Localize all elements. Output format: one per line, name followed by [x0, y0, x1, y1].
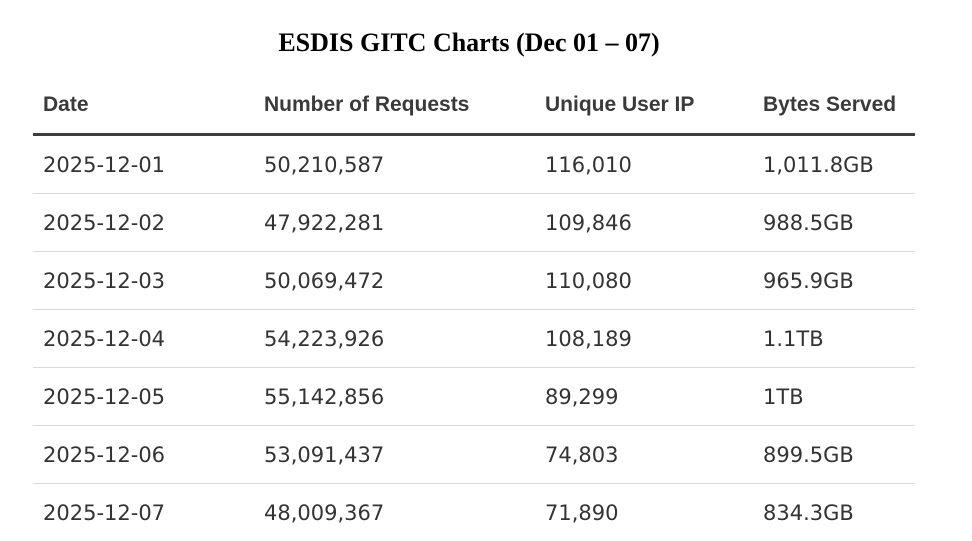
table-row: 2025-12-03 50,069,472 110,080 965.9GB — [33, 252, 915, 310]
cell-bytes: 1.1TB — [753, 310, 915, 368]
cell-bytes: 1,011.8GB — [753, 135, 915, 194]
stats-table: Date Number of Requests Unique User IP B… — [33, 76, 915, 541]
cell-date: 2025-12-04 — [33, 310, 254, 368]
cell-requests: 55,142,856 — [254, 368, 535, 426]
cell-bytes: 1TB — [753, 368, 915, 426]
cell-unique-ip: 116,010 — [535, 135, 753, 194]
header-bytes-served: Bytes Served — [753, 76, 915, 135]
table-row: 2025-12-05 55,142,856 89,299 1TB — [33, 368, 915, 426]
cell-unique-ip: 71,890 — [535, 484, 753, 541]
cell-unique-ip: 110,080 — [535, 252, 753, 310]
cell-requests: 54,223,926 — [254, 310, 535, 368]
table-row: 2025-12-07 48,009,367 71,890 834.3GB — [33, 484, 915, 541]
header-date: Date — [33, 76, 254, 135]
cell-date: 2025-12-03 — [33, 252, 254, 310]
cell-date: 2025-12-06 — [33, 426, 254, 484]
table-row: 2025-12-06 53,091,437 74,803 899.5GB — [33, 426, 915, 484]
cell-requests: 47,922,281 — [254, 194, 535, 252]
table-row: 2025-12-02 47,922,281 109,846 988.5GB — [33, 194, 915, 252]
page-title: ESDIS GITC Charts (Dec 01 – 07) — [0, 26, 938, 60]
cell-bytes: 834.3GB — [753, 484, 915, 541]
header-unique-user-ip: Unique User IP — [535, 76, 753, 135]
cell-unique-ip: 108,189 — [535, 310, 753, 368]
header-number-of-requests: Number of Requests — [254, 76, 535, 135]
cell-requests: 48,009,367 — [254, 484, 535, 541]
cell-date: 2025-12-07 — [33, 484, 254, 541]
cell-date: 2025-12-05 — [33, 368, 254, 426]
table-row: 2025-12-01 50,210,587 116,010 1,011.8GB — [33, 135, 915, 194]
cell-bytes: 899.5GB — [753, 426, 915, 484]
table-header-row: Date Number of Requests Unique User IP B… — [33, 76, 915, 135]
cell-unique-ip: 89,299 — [535, 368, 753, 426]
cell-bytes: 988.5GB — [753, 194, 915, 252]
cell-unique-ip: 74,803 — [535, 426, 753, 484]
cell-unique-ip: 109,846 — [535, 194, 753, 252]
table-row: 2025-12-04 54,223,926 108,189 1.1TB — [33, 310, 915, 368]
cell-requests: 50,069,472 — [254, 252, 535, 310]
cell-date: 2025-12-01 — [33, 135, 254, 194]
cell-date: 2025-12-02 — [33, 194, 254, 252]
cell-bytes: 965.9GB — [753, 252, 915, 310]
cell-requests: 53,091,437 — [254, 426, 535, 484]
cell-requests: 50,210,587 — [254, 135, 535, 194]
